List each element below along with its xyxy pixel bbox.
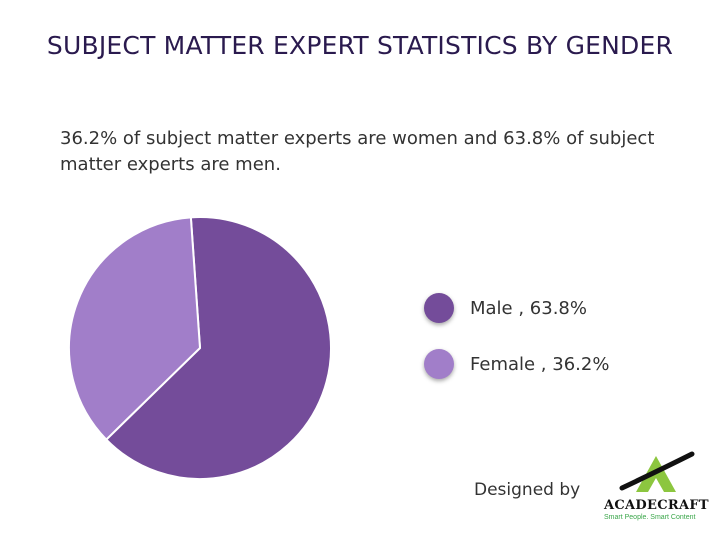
page-title: SUBJECT MATTER EXPERT STATISTICS BY GEND… [46,31,674,60]
designed-by-text: Designed by [474,480,581,500]
legend-item-male: Male , 63.8% [424,290,714,326]
logo-name: ACADECRAFT [604,498,709,513]
legend-swatch-male [424,293,454,323]
chart-legend: Male , 63.8% Female , 36.2% [424,290,714,402]
logo-tagline: Smart People. Smart Content [604,514,696,521]
acadecraft-logo: ACADECRAFT Smart People. Smart Content [600,448,716,530]
chart-subtitle: 36.2% of subject matter experts are wome… [60,128,655,175]
pie-slice-female [68,216,202,441]
legend-item-female: Female , 36.2% [424,346,714,382]
logo-mark-icon [619,451,695,492]
legend-label-female: Female , 36.2% [470,353,610,375]
legend-swatch-female [424,349,454,379]
pie-slice-male [104,216,332,480]
legend-label-male: Male , 63.8% [470,297,587,319]
